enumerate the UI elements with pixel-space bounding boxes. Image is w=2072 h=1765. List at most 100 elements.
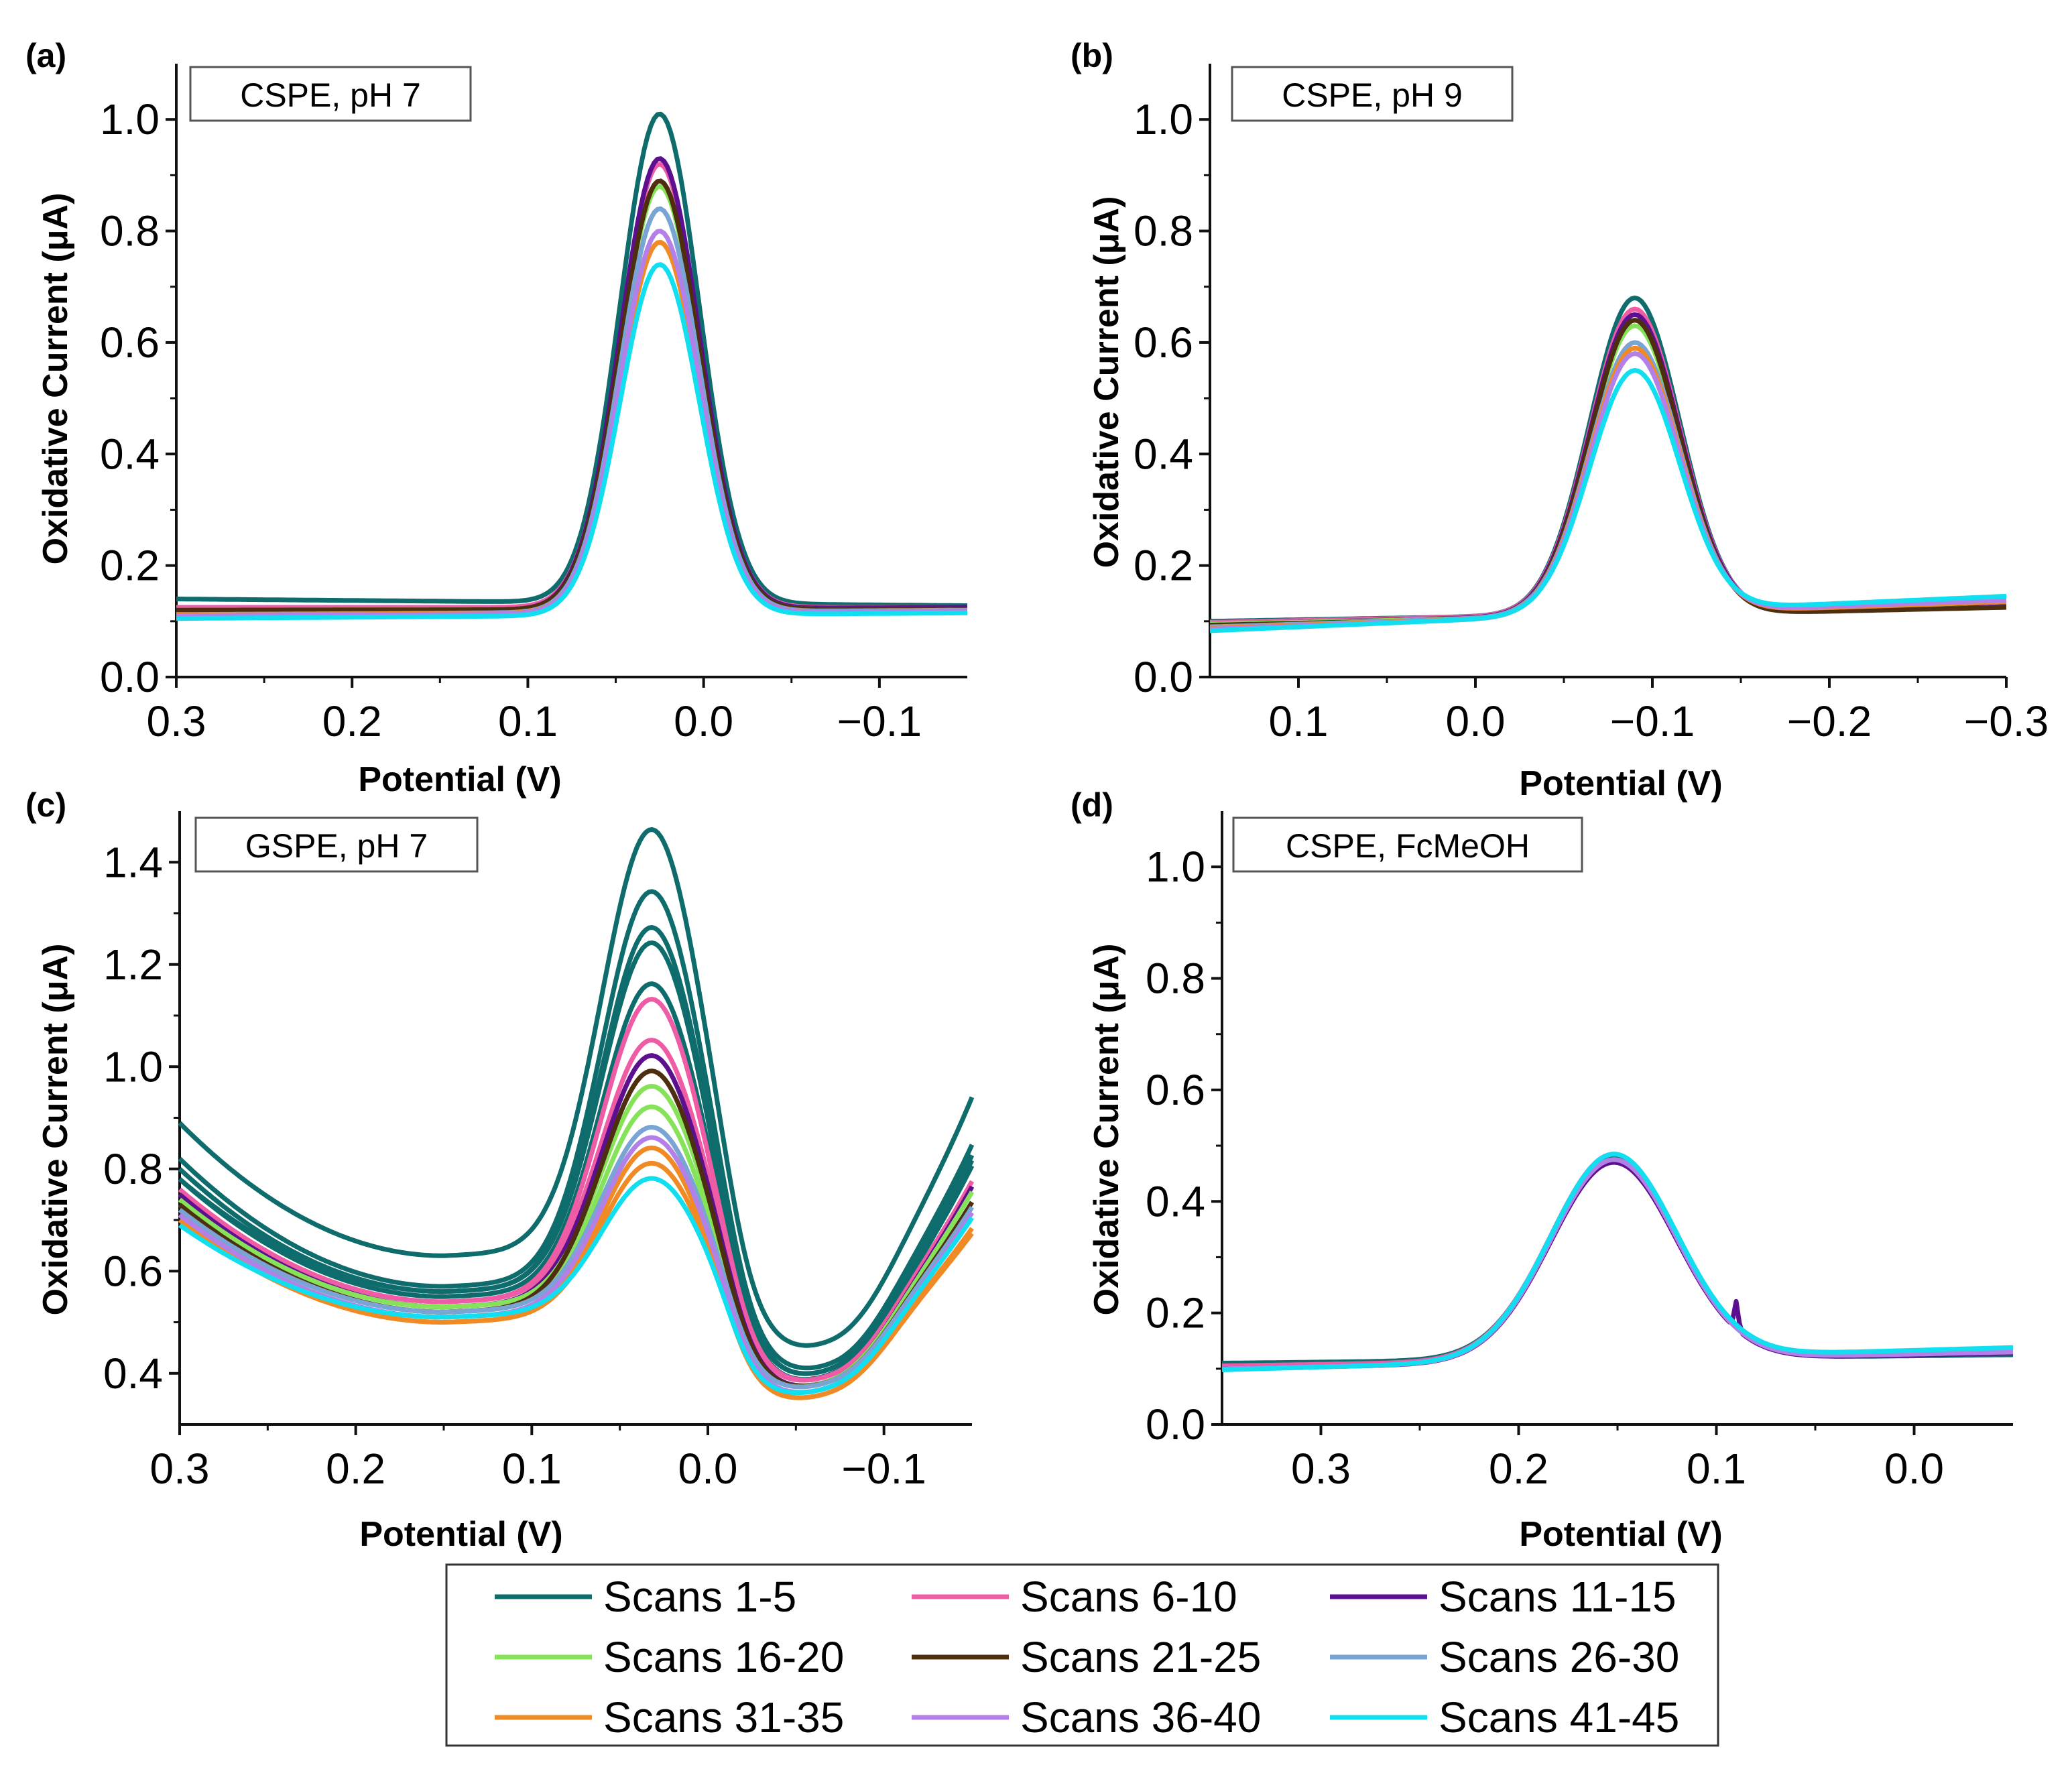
panel-a-condition-text: CSPE, pH 7 — [240, 76, 421, 114]
panel-b-y-axis-title: Oxidative Current (μA) — [1087, 196, 1126, 568]
panel-b-x-tick-label: 0.1 — [1269, 697, 1329, 745]
panel-b-series-scans-36-40 — [1209, 351, 2007, 631]
panel-d-series-scans-11-15 — [1221, 1160, 2014, 1372]
legend-item: Scans 11-15 — [1330, 1573, 1677, 1621]
legend-item: Scans 6-10 — [912, 1573, 1237, 1621]
panel-d-series-scans-41-45 — [1221, 1152, 2014, 1372]
panel-d-y-tick-label: 0.0 — [1146, 1400, 1205, 1449]
panel-a-series-scans-16-20 — [176, 184, 967, 613]
panel-a-y-tick-label: 0.2 — [100, 542, 160, 590]
panel-c-x-tick-label: −0.1 — [841, 1445, 926, 1493]
panel-d-series-scans-1-5 — [1221, 1154, 2014, 1365]
panel-b: (b) CSPE, pH 9 Potential (V) Oxidative C… — [1071, 37, 2049, 803]
panel-d-plot: 0.3 0.2 0.1 0.0 0.0 0.2 0.4 0.6 0.8 1.0 — [1146, 811, 2014, 1493]
panel-c-y-tick-label: 0.4 — [103, 1349, 163, 1398]
panel-c-y-tick-label: 0.8 — [103, 1145, 163, 1193]
panel-c: (c) GSPE, pH 7 Potential (V) Oxidative C… — [25, 786, 975, 1554]
legend-label: Scans 6-10 — [1020, 1573, 1237, 1621]
legend-item: Scans 16-20 — [495, 1633, 844, 1681]
panel-a-y-tick-label: 0.4 — [100, 430, 160, 478]
panel-b-x-tick-label: −0.3 — [1964, 697, 2049, 745]
legend-label: Scans 31-35 — [603, 1693, 844, 1742]
panel-d-y-axis-title: Oxidative Current (μA) — [1087, 944, 1126, 1316]
legend-item: Scans 36-40 — [912, 1693, 1261, 1742]
legend-label: Scans 21-25 — [1020, 1633, 1261, 1681]
panel-c-y-tick-label: 0.6 — [103, 1247, 163, 1295]
panel-c-series-group — [178, 827, 975, 1400]
panel-b-x-axis-title: Potential (V) — [1519, 764, 1722, 803]
panel-d-y-tick-label: 0.4 — [1146, 1177, 1205, 1225]
panel-c-series-scans-6-10 — [178, 1038, 975, 1383]
panel-a-y-tick-label: 0.6 — [100, 318, 160, 367]
panel-b-series-scans-21-25 — [1209, 318, 2007, 628]
panel-a-series-group — [176, 111, 968, 621]
panel-c-y-tick-label: 1.2 — [103, 940, 163, 989]
panel-b-y-tick-label: 0.2 — [1134, 542, 1193, 590]
panel-d-x-tick-label: 0.2 — [1489, 1445, 1548, 1493]
panel-a-label: (a) — [25, 37, 66, 74]
panel-c-x-tick-label: 0.2 — [326, 1445, 385, 1493]
panel-b-condition-box: CSPE, pH 9 — [1231, 66, 1514, 122]
panel-b-y-tick-label: 1.0 — [1134, 95, 1193, 143]
panel-a-y-tick-label: 0.0 — [100, 653, 160, 701]
panel-b-y-tick-label: 0.0 — [1134, 653, 1193, 701]
panel-d-x-tick-label: 0.0 — [1884, 1445, 1944, 1493]
panel-c-y-tick-label: 1.4 — [103, 838, 163, 886]
panel-d: (d) CSPE, FcMeOH Potential (V) Oxidative… — [1071, 786, 2014, 1554]
panel-d-x-tick-label: 0.1 — [1687, 1445, 1746, 1493]
panel-c-x-axis-title: Potential (V) — [359, 1515, 562, 1554]
legend-label: Scans 41-45 — [1439, 1693, 1679, 1742]
legend-label: Scans 26-30 — [1439, 1633, 1679, 1681]
panel-c-x-tick-label: 0.1 — [502, 1445, 562, 1493]
panel-c-y-axis-title: Oxidative Current (μA) — [36, 944, 75, 1316]
panel-b-x-tick-label: −0.2 — [1787, 697, 1872, 745]
panel-d-x-axis-title: Potential (V) — [1519, 1515, 1722, 1554]
panel-d-y-tick-label: 0.2 — [1146, 1289, 1205, 1337]
panel-c-x-tick-label: 0.0 — [678, 1445, 738, 1493]
panel-c-x-tick-label: 0.3 — [150, 1445, 210, 1493]
panel-b-y-tick-label: 0.4 — [1134, 430, 1193, 478]
panel-b-label: (b) — [1071, 37, 1113, 74]
panel-a-x-axis-title: Potential (V) — [358, 760, 561, 799]
panel-a-y-tick-label: 1.0 — [100, 95, 160, 143]
panel-a-series-scans-1-5 — [176, 111, 967, 608]
panel-a-series-scans-6-10 — [176, 162, 967, 610]
legend-label: Scans 1-5 — [603, 1573, 796, 1621]
panel-c-series-scans-26-30 — [178, 1125, 974, 1390]
panel-a-x-tick-label: −0.1 — [837, 697, 922, 745]
panel-b-y-tick-label: 0.8 — [1134, 207, 1193, 255]
panel-c-series-scans-11-15 — [178, 1053, 975, 1388]
panel-c-series-scans-41-45 — [178, 1176, 974, 1396]
panel-a-y-axis-title: Oxidative Current (μA) — [36, 193, 75, 565]
panel-a-series-scans-21-25 — [176, 178, 967, 613]
panel-b-x-tick-label: 0.0 — [1446, 697, 1506, 745]
panel-c-condition-box: GSPE, pH 7 — [194, 816, 479, 873]
legend-label: Scans 36-40 — [1020, 1693, 1261, 1742]
legend-item: Scans 1-5 — [495, 1573, 796, 1621]
legend-items: Scans 1-5 Scans 6-10 Scans 11-15 Scans 16-2… — [495, 1573, 1679, 1742]
legend-label: Scans 16-20 — [603, 1633, 844, 1681]
panel-c-series-scans-1-5 — [178, 940, 975, 1376]
legend-item: Scans 21-25 — [912, 1633, 1261, 1681]
panel-a-x-tick-label: 0.0 — [674, 697, 733, 745]
legend-label: Scans 11-15 — [1439, 1573, 1677, 1621]
panel-a-x-tick-label: 0.3 — [147, 697, 206, 745]
panel-a-series-scans-41-45 — [176, 262, 968, 621]
legend-box — [445, 1563, 1719, 1747]
panel-a: (a) CSPE, pH 7 Potential (V) Oxidative C… — [25, 37, 968, 799]
panel-d-y-tick-label: 0.8 — [1146, 955, 1205, 1003]
panel-d-condition-text: CSPE, FcMeOH — [1286, 827, 1530, 865]
panel-c-series-scans-1-5 — [178, 889, 975, 1371]
panel-c-condition-text: GSPE, pH 7 — [245, 827, 428, 865]
panel-d-y-tick-label: 0.6 — [1146, 1066, 1205, 1114]
panel-a-series-scans-11-15 — [176, 156, 967, 614]
legend-item: Scans 31-35 — [495, 1693, 844, 1742]
panel-b-y-tick-label: 0.6 — [1134, 318, 1193, 367]
panel-d-series-scans-36-40 — [1221, 1157, 2014, 1372]
legend-item: Scans 41-45 — [1330, 1693, 1679, 1742]
panel-d-condition-box: CSPE, FcMeOH — [1232, 816, 1583, 873]
panel-b-x-tick-label: −0.1 — [1610, 697, 1695, 745]
panel-b-plot: 0.1 0.0 −0.1 −0.2 −0.3 0.0 0.2 0.4 0.6 0.8 1.0 — [1134, 64, 2049, 745]
panel-b-series-scans-1-5 — [1209, 295, 2007, 624]
